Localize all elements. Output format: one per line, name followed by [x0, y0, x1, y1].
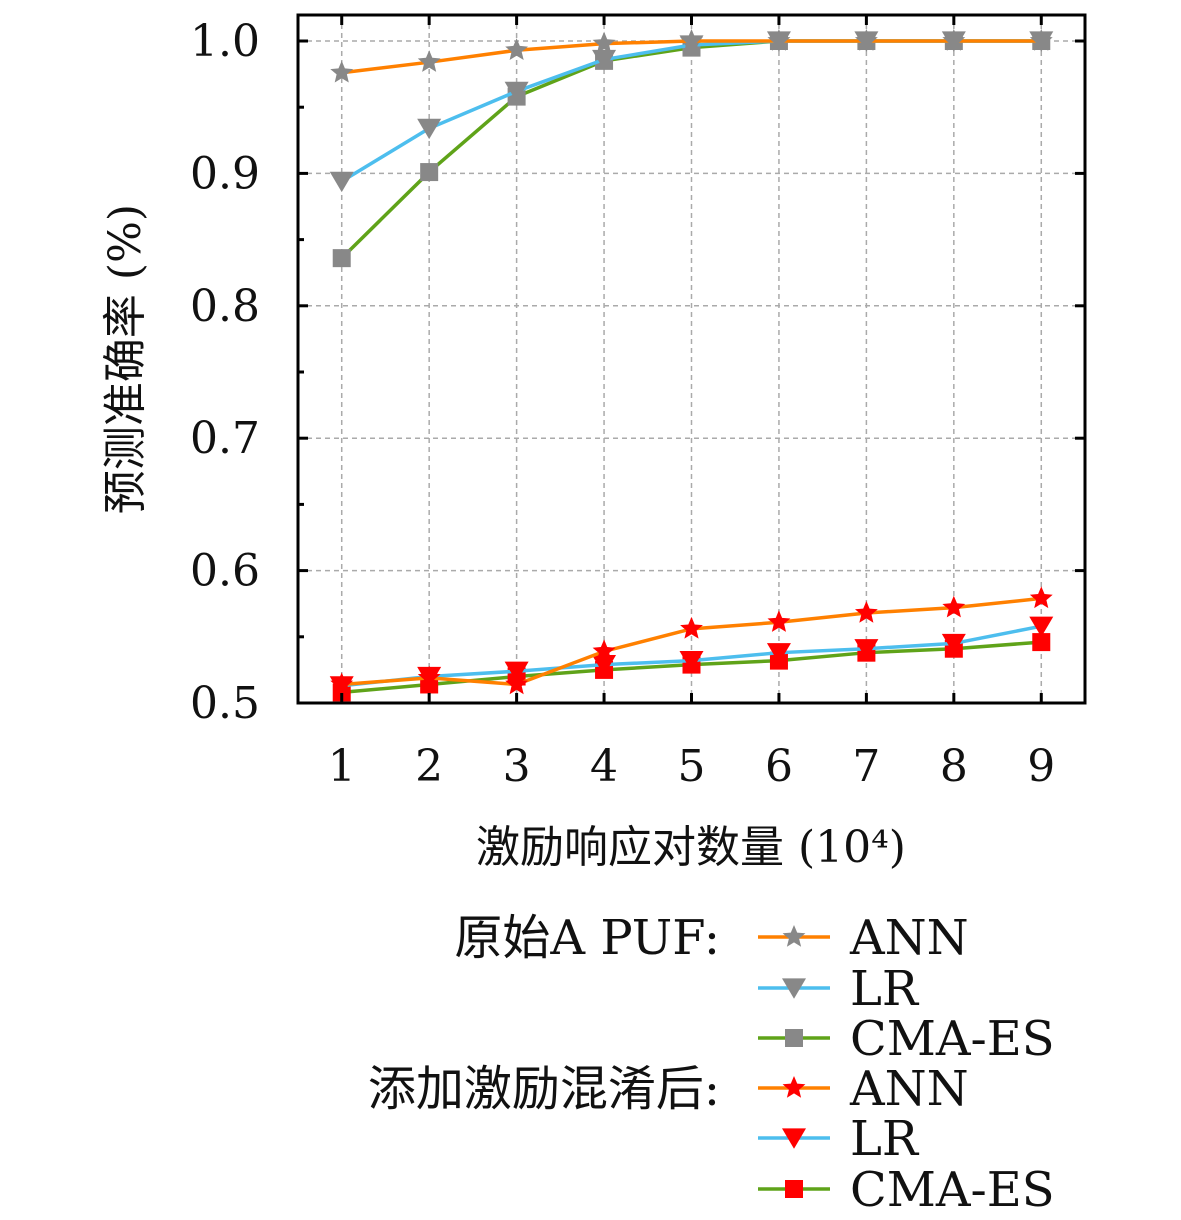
triangle-marker: [766, 643, 791, 664]
star-marker: [942, 595, 966, 618]
star-marker: [417, 50, 441, 72]
legend-group-label: 添加激励混淆后:: [368, 1061, 720, 1117]
y-tick-label: 1.0: [190, 16, 260, 67]
x-tick-label: 3: [503, 741, 531, 792]
square-marker: [1032, 633, 1051, 652]
y-tick-label: 0.5: [190, 678, 260, 729]
x-tick-label: 1: [328, 741, 356, 792]
legend-label: LR: [850, 961, 920, 1017]
x-tick-label: 5: [678, 741, 706, 792]
y-axis-label: 预测准确率 (%): [100, 204, 151, 514]
star-marker: [1029, 586, 1053, 609]
star-marker: [592, 639, 616, 662]
triangle-marker: [1029, 616, 1054, 638]
star-marker: [782, 925, 806, 947]
star-marker: [855, 601, 878, 623]
y-tick-label: 0.7: [190, 413, 260, 464]
legend-item: LR: [758, 1111, 920, 1167]
legend-item: ANN: [758, 1061, 969, 1117]
triangle-marker: [854, 639, 879, 660]
star-marker: [505, 38, 528, 60]
x-tick-label: 9: [1027, 741, 1055, 792]
legend-group-label: 原始A PUF:: [454, 910, 720, 966]
triangle-marker: [679, 651, 704, 672]
square-marker: [332, 249, 351, 268]
star-marker: [330, 60, 354, 83]
star-marker: [680, 616, 703, 639]
star-marker: [767, 610, 791, 632]
grid: [298, 15, 1085, 704]
legend-item: CMA-ES: [758, 1162, 1055, 1218]
square-marker: [785, 1029, 803, 1047]
square-marker: [785, 1180, 803, 1198]
y-tick-label: 0.8: [190, 281, 260, 332]
triangle-marker: [782, 1128, 806, 1149]
legend-label: CMA-ES: [850, 1011, 1055, 1067]
x-tick-label: 4: [590, 741, 618, 792]
x-axis-label: 激励响应对数量 (10⁴): [476, 822, 906, 873]
series-ann: [330, 586, 1053, 695]
square-marker: [420, 163, 439, 182]
triangle-marker: [782, 978, 806, 999]
x-tick-label: 2: [415, 741, 443, 792]
triangle-marker: [504, 81, 529, 103]
ticks: 1 2 3 4 5 6 7 8 9 0.5 0.6 0.7 0.8 0.9 1.0: [190, 15, 1085, 792]
star-marker: [942, 29, 966, 51]
y-tick-label: 0.9: [190, 148, 260, 199]
triangle-marker: [417, 118, 442, 140]
star-marker: [592, 31, 616, 54]
legend-item: ANN: [758, 910, 969, 966]
legend-label: ANN: [849, 1061, 969, 1117]
legend-item: CMA-ES: [758, 1011, 1055, 1067]
triangle-marker: [329, 171, 354, 193]
x-tick-label: 6: [765, 741, 793, 792]
triangle-marker: [592, 49, 617, 71]
y-tick-label: 0.6: [190, 546, 260, 597]
triangle-marker: [941, 633, 966, 655]
star-marker: [330, 672, 354, 695]
series-layer: [329, 29, 1054, 702]
legend-label: CMA-ES: [850, 1162, 1055, 1218]
star-marker: [767, 29, 791, 51]
legend-label: ANN: [849, 910, 969, 966]
x-tick-label: 7: [852, 741, 880, 792]
star-marker: [855, 29, 878, 51]
legend-label: LR: [850, 1111, 920, 1167]
star-marker: [782, 1076, 806, 1098]
legend-item: LR: [758, 961, 920, 1017]
star-marker: [1029, 29, 1053, 51]
star-marker: [505, 672, 528, 695]
star-marker: [680, 29, 703, 51]
series-ann: [330, 29, 1053, 83]
star-marker: [417, 665, 441, 688]
x-tick-label: 8: [940, 741, 968, 792]
triangle-marker: [504, 661, 529, 683]
